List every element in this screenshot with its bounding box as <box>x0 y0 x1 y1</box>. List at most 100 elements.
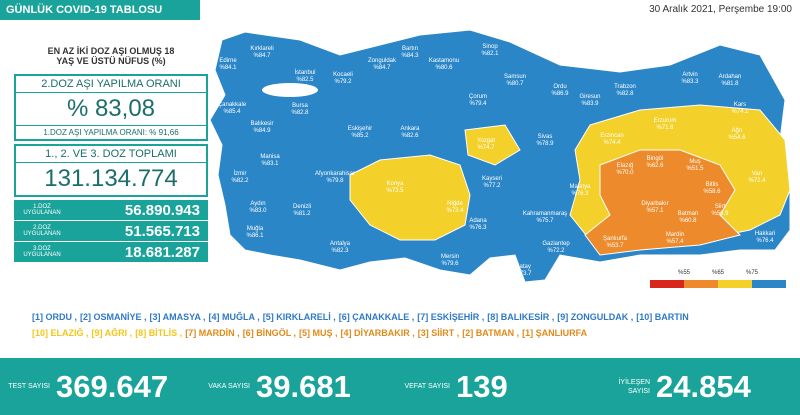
province-name: Antalya <box>330 241 351 247</box>
province-name: Kayseri <box>482 176 502 182</box>
province-name: Konya <box>386 181 404 187</box>
stat-value: 39.681 <box>256 368 351 404</box>
province-value: %79.4 <box>469 101 487 107</box>
province-name: Sinop <box>482 44 498 50</box>
province-value: %82.5 <box>296 77 314 83</box>
province-value: %85.2 <box>351 133 369 139</box>
header: GÜNLÜK COVID-19 TABLOSU 30 Aralık 2021, … <box>0 0 800 20</box>
province-name: Ardahan <box>719 74 742 80</box>
ranking-item: [2] OSMANİYE , <box>80 312 147 322</box>
province-value: %77.2 <box>483 183 501 189</box>
marmara-sea <box>262 83 318 97</box>
province-name: Siirt <box>715 204 726 210</box>
dose-label: 2.DOZ UYGULANAN <box>23 225 61 237</box>
ranking-item: [9] AĞRI , <box>91 328 133 338</box>
province-value: %84.7 <box>253 53 271 59</box>
province-value: %56.9 <box>711 211 729 217</box>
header-date: 30 Aralık 2021, Perşembe 19:00 <box>649 4 792 15</box>
province-value: %72.2 <box>547 248 565 254</box>
legend-label: %75 <box>746 270 759 276</box>
province-value: %80.6 <box>435 65 453 71</box>
ranking-item: [10] BARTIN <box>636 312 689 322</box>
province-value: %84.1 <box>219 65 237 71</box>
province-value: %76.3 <box>469 225 487 231</box>
ranking-item: [7] ESKİŞEHİR , <box>417 312 485 322</box>
stat: VAKA SAYISI 39.681 <box>200 358 400 415</box>
province-value: %73.7 <box>514 271 532 277</box>
province-name: Gaziantep <box>542 241 570 247</box>
ranking-item: [2] BATMAN , <box>462 328 520 338</box>
dose-value: 51.565.713 <box>124 222 200 240</box>
province-name: Ağrı <box>731 128 742 134</box>
ranking-item: [1] ŞANLIURFA <box>522 328 588 338</box>
province-name: Bitlis <box>706 182 719 188</box>
stat-value: 24.854 <box>656 368 751 404</box>
stat-value: 369.647 <box>56 368 169 404</box>
province-name: Bingöl <box>647 156 664 162</box>
note: 1.DOZ AŞI YAPILMA ORANI: % 91,66 <box>16 125 206 139</box>
province-value: %79.8 <box>326 178 344 184</box>
province-value: %51.5 <box>686 166 704 172</box>
region-yellow <box>464 124 521 166</box>
value: % 83,08 <box>66 95 156 122</box>
province-name: İzmir <box>234 170 247 177</box>
province-value: %74.7 <box>477 145 495 151</box>
stat-label: İYİLEŞEN SAYISI <box>618 378 650 395</box>
vaccine-panel: EN AZ İKİ DOZ AŞI OLMUŞ 18 YAŞ VE ÜSTÜ N… <box>14 46 208 263</box>
ranking-item: [3] SİİRT , <box>417 328 460 338</box>
ranking-item: [4] MUĞLA , <box>208 312 260 322</box>
legend-swatch <box>650 280 684 288</box>
province-name: Trabzon <box>614 84 636 90</box>
province-name: Çorum <box>469 94 487 100</box>
province-value: %85.4 <box>223 109 241 115</box>
stat-label: VEFAT SAYISI <box>404 383 450 390</box>
province-name: Muş <box>689 159 700 165</box>
province-value: %81.8 <box>721 81 739 87</box>
stat-label: VAKA SAYISI <box>208 383 250 390</box>
rankings: [1] ORDU , [2] OSMANİYE , [3] AMASYA , [4] … <box>32 312 792 344</box>
total-box: 1., 2. VE 3. DOZ TOPLAMI 131.134.774 <box>14 144 208 197</box>
province-value: %82.8 <box>291 110 309 116</box>
stat: TEST SAYISI 369.647 <box>0 358 200 415</box>
province-value: %83.3 <box>681 79 699 85</box>
legend-label: %55 <box>678 270 691 276</box>
province-name: Bartın <box>402 46 418 52</box>
province-name: Ordu <box>553 84 566 90</box>
dose-rows: 1.DOZ UYGULANAN 56.890.943 2.DOZ UYGULANAN… <box>14 200 208 263</box>
province-name: Niğde <box>447 201 463 207</box>
province-value: %79.2 <box>334 79 352 85</box>
province-name: Denizli <box>293 204 311 210</box>
province-name: Manisa <box>260 154 280 160</box>
province-name: Şanlıurfa <box>603 236 628 242</box>
label: 1., 2. VE 3. DOZ TOPLAMI <box>16 146 206 163</box>
province-name: Mersin <box>441 254 459 260</box>
province-name: Aydın <box>250 201 265 207</box>
stat: İYİLEŞEN SAYISI 24.854 <box>600 358 800 415</box>
province-value: %79.6 <box>441 261 459 267</box>
region-orange <box>584 149 741 256</box>
province-name: Balıkesir <box>250 121 273 127</box>
ranking-item: [10] ELAZIĞ , <box>32 328 89 338</box>
province-name: Diyarbakır <box>641 201 668 207</box>
province-value: %57.1 <box>646 208 664 214</box>
province-value: %82.3 <box>331 248 349 254</box>
province-name: Yozgat <box>477 138 495 144</box>
province-name: Bursa <box>292 103 308 109</box>
province-name: Van <box>752 171 762 177</box>
ranking-item: [8] BALIKESİR , <box>487 312 555 322</box>
province-value: %86.1 <box>246 233 264 239</box>
legend-swatch <box>752 280 786 288</box>
ranking-item: [6] ÇANAKKALE , <box>338 312 415 322</box>
province-name: Adana <box>469 218 487 224</box>
province-value: %83.9 <box>581 101 599 107</box>
province-name: Muğla <box>247 226 264 232</box>
province-value: %73.5 <box>386 188 404 194</box>
province-value: %62.6 <box>646 163 664 169</box>
ranking-item: [9] ZONGULDAK , <box>557 312 634 322</box>
province-value: %82.6 <box>401 133 419 139</box>
second-dose-box: 2.DOZ AŞI YAPILMA ORANI % 83,08 1.DOZ AŞ… <box>14 74 208 141</box>
dose-value: 18.681.287 <box>124 243 200 261</box>
province-name: Zonguldak <box>368 58 397 64</box>
province-name: Sivas <box>538 134 553 140</box>
dose-row: 2.DOZ UYGULANAN 51.565.713 <box>14 221 208 242</box>
